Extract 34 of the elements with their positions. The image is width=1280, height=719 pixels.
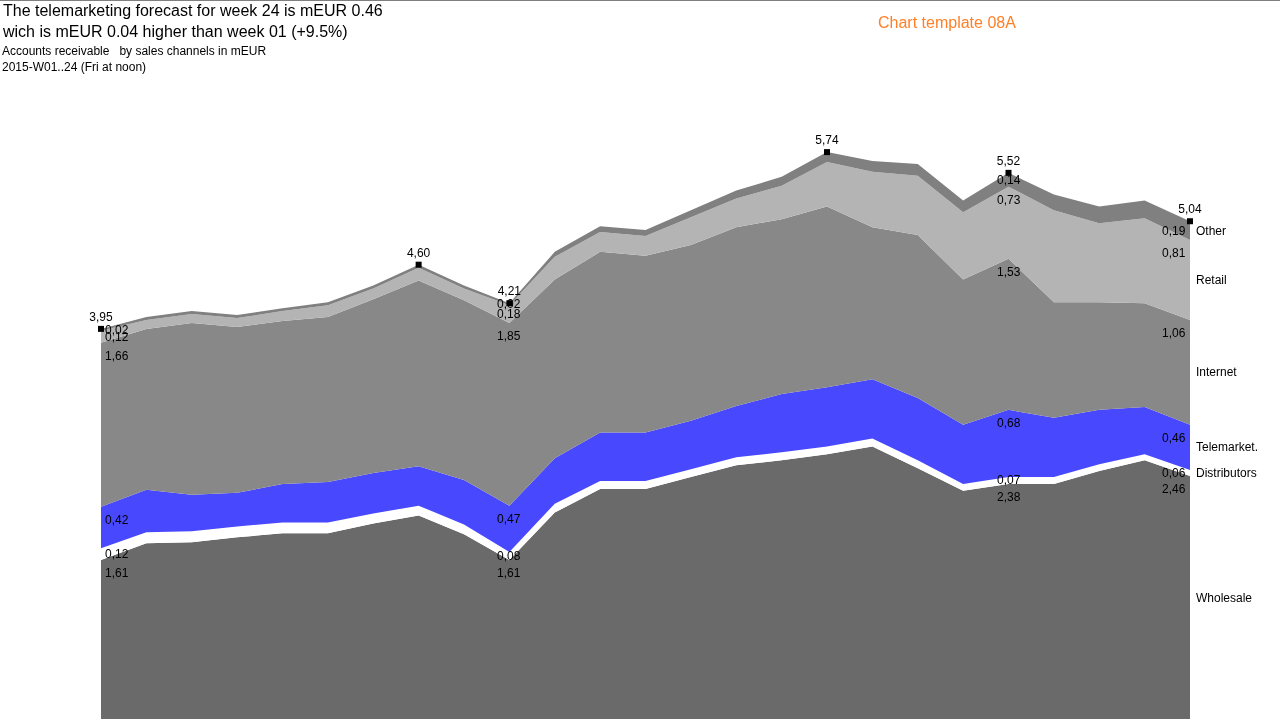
series-label: Distributors [1196, 466, 1257, 480]
total-label: 4,60 [406, 245, 431, 260]
text: Wholesale [1196, 591, 1253, 605]
data-label: 0,81 [1162, 246, 1186, 260]
text: Chart template 08A [878, 14, 1017, 31]
data-label: 0,06 [1162, 466, 1186, 480]
data-label: 1,06 [1162, 326, 1186, 340]
data-label: 0,07 [997, 473, 1021, 487]
data-label: 2,46 [1162, 482, 1186, 496]
series-label: Internet [1196, 365, 1238, 379]
data-label: 0,42 [105, 513, 129, 527]
data-label: 1,66 [105, 349, 129, 363]
chart-title: The telemarketing forecast for week 24 is mEUR 0.46 wich is mEUR 0.04 higher than week 01 (+9.5%) [2, 2, 383, 40]
data-label: 1,61 [497, 566, 521, 580]
data-label: 0,19 [1162, 224, 1186, 238]
data-label: 0,68 [997, 416, 1021, 430]
data-label: 2,38 [997, 490, 1021, 504]
total-label: 4,21 [497, 284, 522, 299]
total-label: 3,95 [89, 310, 113, 325]
series-label: Other [1196, 224, 1227, 238]
series-label: Retail [1196, 273, 1227, 287]
series-label: Telemarket. [1196, 440, 1259, 454]
data-label: 1,53 [997, 265, 1021, 279]
data-label: 0,14 [997, 173, 1021, 187]
data-label: 0,12 [105, 547, 129, 561]
total-label: 5,04 [1178, 202, 1202, 217]
chart-subtitle: Accounts receivable by sales channels in mEUR 2015-W01..24 (Fri at noon) [2, 44, 267, 74]
data-label: 1,61 [105, 566, 129, 580]
data-label: 0,46 [1162, 431, 1186, 445]
total-label: 5,52 [996, 154, 1021, 169]
total-label: 5,74 [815, 133, 839, 148]
data-label: 0,47 [497, 512, 521, 526]
data-label: 0,73 [997, 193, 1021, 207]
data-label: 1,85 [497, 329, 521, 343]
